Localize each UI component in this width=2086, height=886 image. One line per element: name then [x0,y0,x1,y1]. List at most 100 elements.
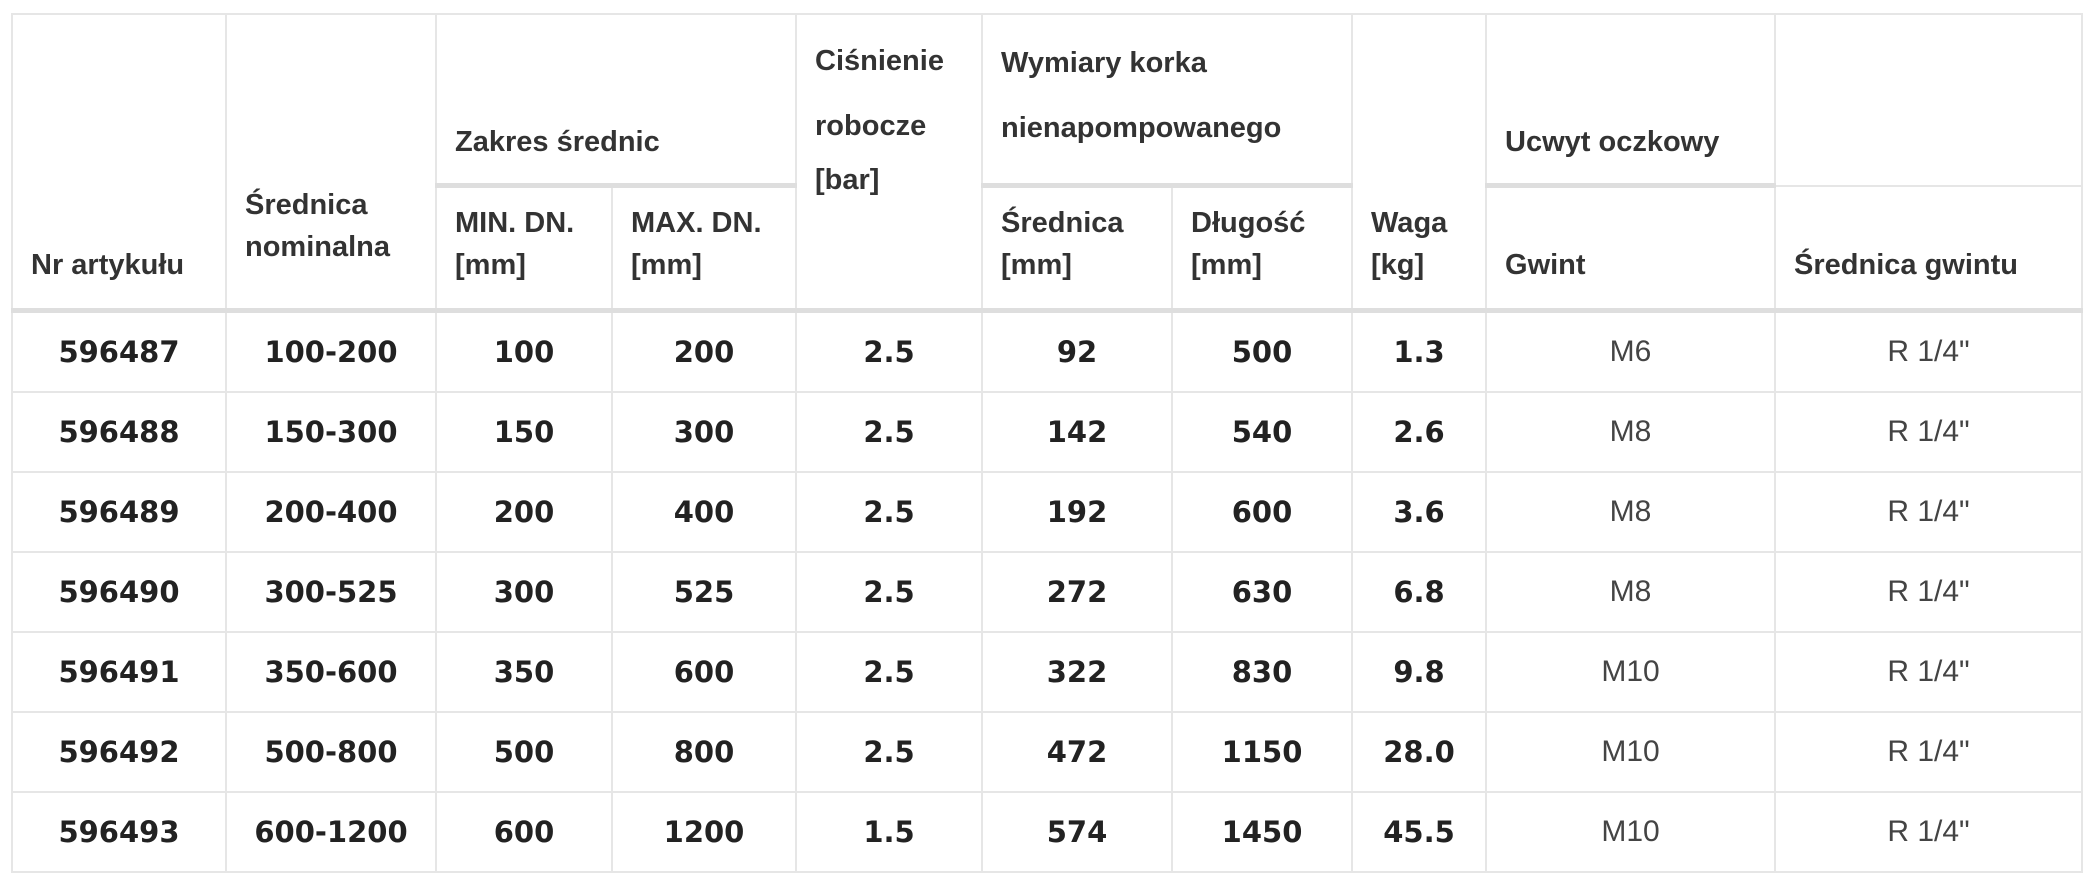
cell-nominal: 600-1200 [225,791,437,873]
cell-max: 600 [610,631,798,713]
table-body: 596487 100-200 100 200 2.5 92 500 1.3 M6… [11,309,2084,873]
header-label: [mm] [1191,249,1262,281]
cell-diameter: 142 [981,391,1174,473]
header-nr-artykulu: Nr artykułu [11,13,227,313]
header-srednica-mm: Średnica [mm] [981,184,1174,313]
cell-pressure: 2.5 [795,309,984,393]
cell-pressure: 2.5 [795,711,984,793]
cell-thread: M8 [1485,391,1777,473]
cell-thread: M8 [1485,551,1777,633]
cell-nominal: 100-200 [225,309,437,393]
cell-thread-diameter: R 1/4" [1774,711,2084,793]
cell-max: 525 [610,551,798,633]
header-zakres-srednic: Zakres średnic [434,13,798,188]
cell-min: 300 [435,551,613,633]
table-row: 596491 350-600 350 600 2.5 322 830 9.8 M… [11,631,2084,713]
cell-pressure: 1.5 [795,791,984,873]
cell-max: 800 [610,711,798,793]
header-label: MAX. DN. [631,207,762,239]
cell-thread: M10 [1485,711,1777,793]
table-row: 596489 200-400 200 400 2.5 192 600 3.6 M… [11,471,2084,553]
cell-weight: 9.8 [1351,631,1488,713]
cell-min: 600 [435,791,613,873]
header-label: [kg] [1371,249,1425,281]
cell-weight: 1.3 [1351,309,1488,393]
header-label: Średnica gwintu [1794,249,2018,281]
cell-length: 500 [1171,309,1354,393]
header-gwint: Gwint [1485,184,1777,313]
cell-nr: 596488 [11,391,227,473]
header-label: Średnica [245,189,368,221]
cell-diameter: 472 [981,711,1174,793]
header-label: robocze [815,110,927,142]
cell-thread: M10 [1485,791,1777,873]
header-srednica-gwintu: Średnica gwintu [1774,184,2084,313]
header-wymiary-korka: Wymiary korka nienapompowanego [981,13,1354,188]
header-label: Nr artykułu [31,249,185,281]
cell-weight: 2.6 [1351,391,1488,473]
header-label: Gwint [1505,249,1586,281]
cell-thread-diameter: R 1/4" [1774,791,2084,873]
cell-min: 500 [435,711,613,793]
header-label: [mm] [1001,249,1072,281]
cell-pressure: 2.5 [795,471,984,553]
cell-min: 100 [435,309,613,393]
cell-nr: 596491 [11,631,227,713]
cell-diameter: 574 [981,791,1174,873]
table-row: 596493 600-1200 600 1200 1.5 574 1450 45… [11,791,2084,873]
cell-thread-diameter: R 1/4" [1774,631,2084,713]
cell-min: 350 [435,631,613,713]
cell-nominal: 200-400 [225,471,437,553]
table-row: 596487 100-200 100 200 2.5 92 500 1.3 M6… [11,309,2084,393]
cell-thread: M8 [1485,471,1777,553]
cell-weight: 45.5 [1351,791,1488,873]
cell-nr: 596487 [11,309,227,393]
header-label: Zakres średnic [455,126,660,158]
header-cisnienie: Ciśnienie robocze [bar] [795,13,984,313]
cell-nr: 596492 [11,711,227,793]
cell-thread: M6 [1485,309,1777,393]
cell-max: 200 [610,309,798,393]
header-label: MIN. DN. [455,207,575,239]
header-label: Ucwyt oczkowy [1505,126,1720,158]
cell-length: 1450 [1171,791,1354,873]
header-label: Waga [1371,207,1448,239]
table-row: 596488 150-300 150 300 2.5 142 540 2.6 M… [11,391,2084,473]
cell-length: 600 [1171,471,1354,553]
cell-nr: 596493 [11,791,227,873]
cell-weight: 6.8 [1351,551,1488,633]
cell-nominal: 300-525 [225,551,437,633]
cell-diameter: 92 [981,309,1174,393]
table-row: 596492 500-800 500 800 2.5 472 1150 28.0… [11,711,2084,793]
cell-pressure: 2.5 [795,391,984,473]
cell-min: 150 [435,391,613,473]
cell-thread-diameter: R 1/4" [1774,309,2084,393]
header-label: [mm] [455,249,526,281]
cell-length: 630 [1171,551,1354,633]
header-label: Długość [1191,207,1306,239]
header-label: [mm] [631,249,702,281]
header-max-dn: MAX. DN. [mm] [610,184,798,313]
cell-pressure: 2.5 [795,551,984,633]
header-min-dn: MIN. DN. [mm] [435,184,613,313]
cell-diameter: 192 [981,471,1174,553]
cell-thread-diameter: R 1/4" [1774,551,2084,633]
cell-weight: 3.6 [1351,471,1488,553]
header-label: Średnica [1001,207,1124,239]
header-waga: Waga [kg] [1351,13,1488,313]
header-label: nienapompowanego [1001,112,1282,144]
cell-nominal: 150-300 [225,391,437,473]
header-uchwyt-oczkowy: Ucwyt oczkowy [1485,13,1777,188]
cell-length: 540 [1171,391,1354,473]
table-row: 596490 300-525 300 525 2.5 272 630 6.8 M… [11,551,2084,633]
cell-nominal: 500-800 [225,711,437,793]
cell-pressure: 2.5 [795,631,984,713]
cell-max: 1200 [610,791,798,873]
cell-nr: 596490 [11,551,227,633]
cell-nominal: 350-600 [225,631,437,713]
product-table-container: Nr artykułu Średnica nominalna Zakres śr… [11,13,2084,873]
cell-diameter: 322 [981,631,1174,713]
header-label: Wymiary korka [1001,47,1207,79]
header-srednica-nominalna: Średnica nominalna [225,13,437,313]
cell-length: 1150 [1171,711,1354,793]
